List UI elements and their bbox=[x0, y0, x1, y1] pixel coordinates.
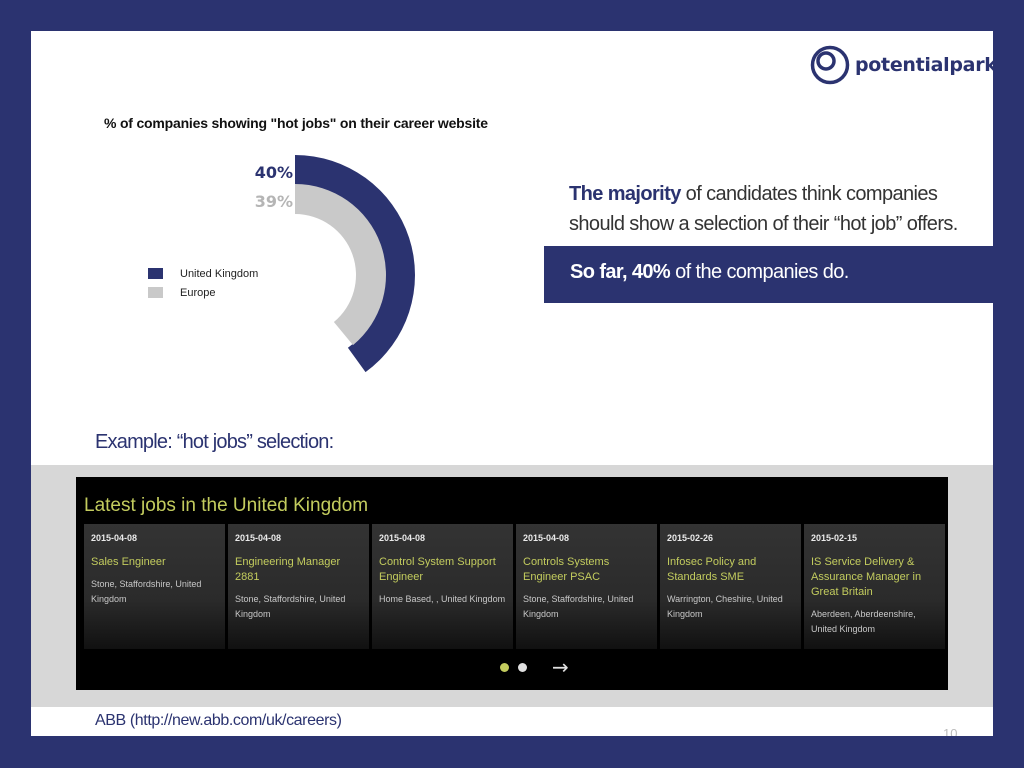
legend-swatch bbox=[148, 268, 163, 279]
job-date: 2015-02-15 bbox=[811, 533, 858, 543]
arc-united-kingdom bbox=[295, 155, 415, 373]
job-card[interactable]: 2015-04-08 Control System Support Enginee… bbox=[372, 524, 513, 649]
job-location: Aberdeen, Aberdeenshire, United Kingdom bbox=[811, 609, 916, 634]
job-card[interactable]: 2015-04-08 Engineering Manager 2881 Stone,… bbox=[228, 524, 369, 649]
highlight-band: So far, 40% of the companies do. bbox=[544, 246, 993, 303]
job-location: Stone, Staffordshire, United Kingdom bbox=[91, 579, 202, 604]
job-location: Warrington, Cheshire, United Kingdom bbox=[667, 594, 783, 619]
legend-label: Europe bbox=[180, 286, 216, 299]
majority-message: The majority of candidates think compani… bbox=[569, 179, 969, 239]
job-title[interactable]: Controls Systems Engineer PSAC bbox=[523, 556, 610, 583]
potentialpark-logo: potentialpark bbox=[809, 43, 993, 87]
job-location: Home Based, , United Kingdom bbox=[379, 594, 506, 604]
carousel-controls: → bbox=[500, 657, 569, 677]
legend-item: Europe bbox=[148, 283, 258, 302]
logo-rings-icon bbox=[810, 45, 850, 85]
arrow-right-icon[interactable]: → bbox=[552, 655, 569, 679]
job-date: 2015-04-08 bbox=[379, 533, 426, 543]
job-date: 2015-04-08 bbox=[91, 533, 138, 543]
arc-europe bbox=[295, 184, 386, 346]
job-card[interactable]: 2015-04-08 Controls Systems Engineer PSAC… bbox=[516, 524, 657, 649]
job-title[interactable]: Control System Support Engineer bbox=[379, 556, 496, 583]
job-title[interactable]: Sales Engineer bbox=[91, 556, 166, 568]
legend-label: United Kingdom bbox=[180, 267, 259, 280]
legend-swatch bbox=[148, 287, 163, 298]
example-title: Example: “hot jobs” selection: bbox=[95, 431, 334, 453]
jobs-widget: Latest jobs in the United Kingdom 2015-0… bbox=[76, 477, 948, 690]
chart-title: % of companies showing "hot jobs" on the… bbox=[104, 115, 488, 131]
carousel-dot[interactable] bbox=[518, 662, 527, 672]
job-location: Stone, Staffordshire, United Kingdom bbox=[523, 594, 634, 619]
logo-text: potentialpark bbox=[855, 54, 993, 76]
page-number: 10 bbox=[943, 726, 958, 736]
job-date: 2015-04-08 bbox=[235, 533, 282, 543]
hot-jobs-chart: 40% 39% bbox=[255, 155, 415, 373]
legend-item: United Kingdom bbox=[148, 264, 258, 283]
job-location: Stone, Staffordshire, United Kingdom bbox=[235, 594, 346, 619]
data-label: 40% bbox=[255, 163, 293, 182]
so-far-message: So far, 40% of the companies do. bbox=[570, 261, 849, 284]
job-title[interactable]: Infosec Policy and Standards SME bbox=[667, 556, 757, 583]
job-date: 2015-02-26 bbox=[667, 533, 714, 543]
majority-rest: of candidates think companies should sho… bbox=[569, 183, 958, 235]
job-card[interactable]: 2015-04-08 Sales Engineer Stone, Staffords… bbox=[84, 524, 225, 649]
majority-bold: The majority bbox=[569, 183, 681, 205]
job-title[interactable]: IS Service Delivery & Assurance Manager … bbox=[811, 556, 922, 598]
source-citation: ABB (http://new.abb.com/uk/careers) bbox=[95, 712, 342, 729]
so-far-rest: of the companies do. bbox=[670, 261, 849, 283]
job-card[interactable]: 2015-02-15 IS Service Delivery & Assuranc… bbox=[804, 524, 945, 649]
jobs-heading: Latest jobs in the United Kingdom bbox=[84, 495, 369, 516]
data-label: 39% bbox=[255, 192, 293, 211]
carousel-dot-active[interactable] bbox=[500, 662, 509, 672]
chart-legend: United Kingdom Europe bbox=[148, 264, 258, 302]
so-far-bold: So far, 40% bbox=[570, 261, 671, 283]
job-card[interactable]: 2015-02-26 Infosec Policy and Standards S… bbox=[660, 524, 801, 649]
job-title[interactable]: Engineering Manager 2881 bbox=[235, 556, 341, 583]
job-date: 2015-04-08 bbox=[523, 533, 570, 543]
slide: potentialpark % of companies showing "ho… bbox=[31, 31, 993, 736]
job-cards: 2015-04-08 Sales Engineer Stone, Staffords… bbox=[84, 524, 945, 649]
